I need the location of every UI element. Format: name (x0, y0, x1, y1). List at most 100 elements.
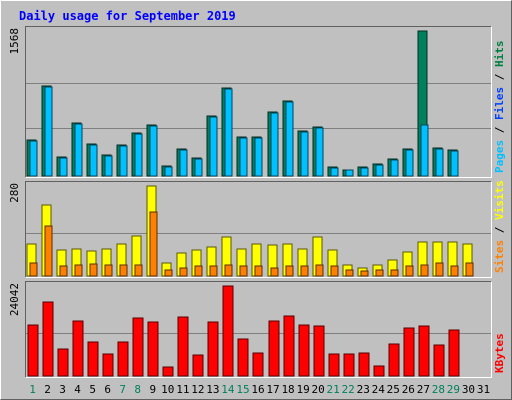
bar-kbytes-2 (42, 301, 54, 377)
bar-sites-25 (390, 269, 399, 277)
x-tick-label: 23 (357, 383, 370, 396)
bar-files-28 (435, 148, 444, 177)
plot-frame-bottom (25, 181, 492, 278)
x-tick-label: 31 (477, 383, 490, 396)
legend-item-visits: Visits (493, 180, 506, 220)
bar-files-3 (59, 157, 68, 177)
y-max-label: 1568 (8, 28, 21, 55)
x-tick-label: 24 (372, 383, 386, 396)
bar-sites-6 (104, 264, 113, 277)
x-tick-label: 27 (417, 383, 430, 396)
bar-kbytes-5 (87, 341, 99, 377)
bar-files-4 (74, 123, 83, 177)
legend-separator: / (493, 220, 506, 240)
legend-item-hits: Hits (493, 41, 506, 68)
bar-kbytes-19 (298, 324, 310, 377)
x-axis-labels: 1 2 3 4 5 6 7 8 9 10 11 12 13 14 15 16 17 18 19 20 21 22 23 24 2… (29, 383, 490, 396)
bar-files-12 (194, 158, 203, 177)
bar-files-20 (315, 127, 324, 177)
legend-item-pages: Pages (493, 140, 506, 173)
plot-frame-bottom (25, 281, 492, 378)
bar-kbytes-27 (418, 325, 430, 377)
bar-sites-30 (465, 262, 474, 277)
x-tick-label: 30 (462, 383, 475, 396)
x-tick-label: 2 (44, 383, 51, 396)
bar-files-5 (89, 144, 98, 177)
bar-sites-28 (435, 262, 444, 277)
bar-sites-16 (254, 265, 263, 277)
bar-files-14 (224, 88, 233, 177)
bar-sites-10 (164, 269, 173, 277)
plot-frame-top (25, 26, 492, 178)
x-tick-label: 25 (387, 383, 400, 396)
bar-kbytes-15 (237, 338, 249, 377)
x-tick-label: 19 (296, 383, 309, 396)
bar-kbytes-4 (72, 320, 84, 377)
bar-sites-11 (179, 267, 188, 277)
x-tick-label: 13 (206, 383, 219, 396)
bar-kbytes-1 (27, 324, 39, 377)
x-tick-label: 29 (447, 383, 460, 396)
x-tick-label: 6 (104, 383, 111, 396)
legend-separator: / (493, 120, 506, 140)
x-tick-label: 15 (236, 383, 249, 396)
x-tick-label: 4 (74, 383, 81, 396)
bar-files-9 (149, 125, 158, 177)
y-max-label: 24042 (8, 283, 21, 316)
bar-sites-17 (270, 267, 279, 277)
bar-sites-21 (330, 265, 339, 277)
legend-item-kbytes: KBytes (493, 333, 506, 373)
bar-files-27 (420, 124, 429, 177)
bar-kbytes-7 (117, 341, 129, 377)
x-tick-label: 20 (312, 383, 325, 396)
x-tick-label: 22 (342, 383, 355, 396)
bar-kbytes-16 (252, 352, 264, 377)
bar-files-25 (390, 159, 399, 177)
x-tick-label: 26 (402, 383, 415, 396)
bar-sites-29 (450, 265, 459, 277)
bar-files-8 (134, 133, 143, 177)
legend-item-files: Files (493, 87, 506, 120)
bar-kbytes-22 (343, 353, 355, 377)
bar-files-7 (119, 145, 128, 177)
x-tick-label: 17 (266, 383, 279, 396)
bar-sites-4 (74, 264, 83, 277)
x-tick-label: 7 (119, 383, 126, 396)
bar-kbytes-25 (388, 343, 400, 377)
bar-kbytes-14 (222, 285, 234, 377)
bar-kbytes-18 (283, 315, 295, 377)
bar-files-15 (239, 137, 248, 177)
bar-files-24 (375, 164, 384, 177)
bar-kbytes-29 (448, 329, 460, 377)
legend-separator: / (493, 67, 506, 87)
x-tick-label: 3 (59, 383, 66, 396)
bar-sites-2 (44, 225, 53, 277)
chart-title: Daily usage for September 2019 (19, 9, 236, 23)
x-tick-label: 12 (191, 383, 204, 396)
legend-hits-files-pages: Pages / Files / Hits (493, 41, 506, 174)
bar-kbytes-23 (358, 352, 370, 377)
bar-files-21 (330, 167, 339, 177)
bar-files-29 (450, 150, 459, 177)
bar-sites-7 (119, 264, 128, 277)
bar-sites-20 (315, 264, 324, 277)
bar-kbytes-6 (102, 353, 114, 377)
bar-sites-19 (300, 265, 309, 277)
x-tick-label: 14 (221, 383, 235, 396)
bar-files-2 (44, 86, 53, 177)
panel-hits-files-pages: 1568 Pages / Files / Hits (8, 26, 506, 178)
panel-kbytes: 24042 KBytes (8, 281, 506, 378)
bar-sites-12 (194, 265, 203, 277)
bar-kbytes-3 (57, 348, 69, 377)
bar-kbytes-12 (192, 354, 204, 377)
x-tick-label: 10 (161, 383, 174, 396)
bar-kbytes-24 (373, 365, 385, 377)
x-tick-label: 18 (281, 383, 294, 396)
bar-files-18 (285, 101, 294, 177)
bar-files-23 (360, 167, 369, 177)
bar-files-13 (209, 116, 218, 177)
bar-files-6 (104, 155, 113, 177)
bar-sites-14 (224, 264, 233, 277)
